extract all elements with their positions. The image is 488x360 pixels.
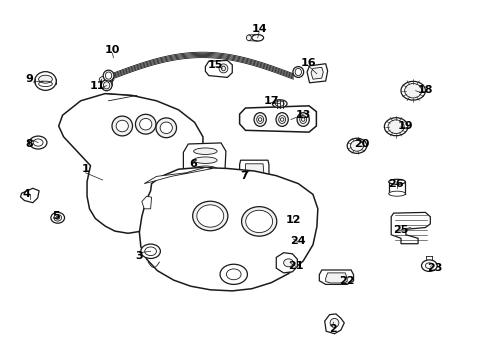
Polygon shape <box>205 60 232 77</box>
Ellipse shape <box>388 191 405 196</box>
Ellipse shape <box>193 166 217 172</box>
Ellipse shape <box>156 118 176 138</box>
Ellipse shape <box>219 64 227 73</box>
Polygon shape <box>20 188 39 203</box>
Ellipse shape <box>404 84 421 98</box>
Ellipse shape <box>101 80 112 91</box>
Text: 25: 25 <box>392 225 408 235</box>
Ellipse shape <box>193 148 217 154</box>
Ellipse shape <box>278 116 285 123</box>
Ellipse shape <box>35 72 56 90</box>
Text: 23: 23 <box>427 263 442 273</box>
Ellipse shape <box>103 82 109 89</box>
Ellipse shape <box>296 113 309 126</box>
Ellipse shape <box>256 116 263 123</box>
Ellipse shape <box>272 100 286 108</box>
Polygon shape <box>306 64 327 83</box>
Ellipse shape <box>99 76 114 82</box>
Text: 8: 8 <box>25 139 33 149</box>
Polygon shape <box>245 164 264 176</box>
Polygon shape <box>310 67 323 79</box>
Ellipse shape <box>292 67 303 77</box>
Ellipse shape <box>384 118 407 136</box>
Polygon shape <box>139 167 317 291</box>
Ellipse shape <box>39 75 52 83</box>
Ellipse shape <box>275 113 288 126</box>
Text: 26: 26 <box>387 179 403 189</box>
Ellipse shape <box>116 120 128 132</box>
Ellipse shape <box>160 122 172 134</box>
Text: 21: 21 <box>287 261 303 271</box>
Text: 6: 6 <box>189 159 197 169</box>
Text: 3: 3 <box>135 251 143 261</box>
Polygon shape <box>325 273 346 283</box>
Text: 2: 2 <box>328 324 336 334</box>
Polygon shape <box>390 212 429 244</box>
Text: 24: 24 <box>290 236 305 246</box>
Polygon shape <box>276 253 297 273</box>
Text: 15: 15 <box>207 60 223 70</box>
Text: 14: 14 <box>251 24 266 34</box>
Text: 9: 9 <box>25 74 33 84</box>
Ellipse shape <box>329 318 338 328</box>
Text: 7: 7 <box>240 171 248 181</box>
Ellipse shape <box>140 118 151 130</box>
Text: 19: 19 <box>397 121 413 131</box>
Ellipse shape <box>112 116 132 136</box>
Ellipse shape <box>246 35 251 41</box>
Ellipse shape <box>253 113 265 126</box>
Text: 13: 13 <box>295 110 310 120</box>
Text: 17: 17 <box>263 96 279 106</box>
Ellipse shape <box>283 259 293 267</box>
Ellipse shape <box>192 201 227 231</box>
Text: 10: 10 <box>104 45 120 55</box>
Ellipse shape <box>387 120 404 134</box>
Polygon shape <box>271 203 315 232</box>
Ellipse shape <box>103 70 114 81</box>
Polygon shape <box>59 94 203 233</box>
Ellipse shape <box>346 138 366 153</box>
Ellipse shape <box>241 207 276 236</box>
Text: 1: 1 <box>81 164 89 174</box>
Text: 5: 5 <box>52 211 60 221</box>
Circle shape <box>421 260 436 271</box>
Text: 16: 16 <box>300 58 315 68</box>
Text: 12: 12 <box>285 215 301 225</box>
Ellipse shape <box>299 116 306 123</box>
Polygon shape <box>183 143 225 179</box>
Polygon shape <box>239 106 316 132</box>
Circle shape <box>141 244 160 258</box>
Ellipse shape <box>349 140 363 151</box>
Polygon shape <box>324 314 344 334</box>
Polygon shape <box>239 160 268 182</box>
Ellipse shape <box>51 212 64 223</box>
Text: 4: 4 <box>23 189 31 199</box>
Text: 20: 20 <box>353 139 369 149</box>
Ellipse shape <box>196 205 223 227</box>
Circle shape <box>284 234 297 244</box>
Ellipse shape <box>193 157 217 163</box>
Circle shape <box>29 136 47 149</box>
Polygon shape <box>319 270 353 284</box>
Ellipse shape <box>400 81 425 100</box>
Text: 18: 18 <box>417 85 432 95</box>
Polygon shape <box>142 196 151 209</box>
Ellipse shape <box>135 114 156 134</box>
Text: 22: 22 <box>339 276 354 286</box>
Ellipse shape <box>388 179 405 184</box>
Ellipse shape <box>251 35 263 41</box>
Ellipse shape <box>54 215 61 221</box>
Polygon shape <box>144 167 212 184</box>
Ellipse shape <box>275 101 284 107</box>
Text: 11: 11 <box>90 81 105 91</box>
Circle shape <box>220 264 247 284</box>
Ellipse shape <box>245 210 272 233</box>
